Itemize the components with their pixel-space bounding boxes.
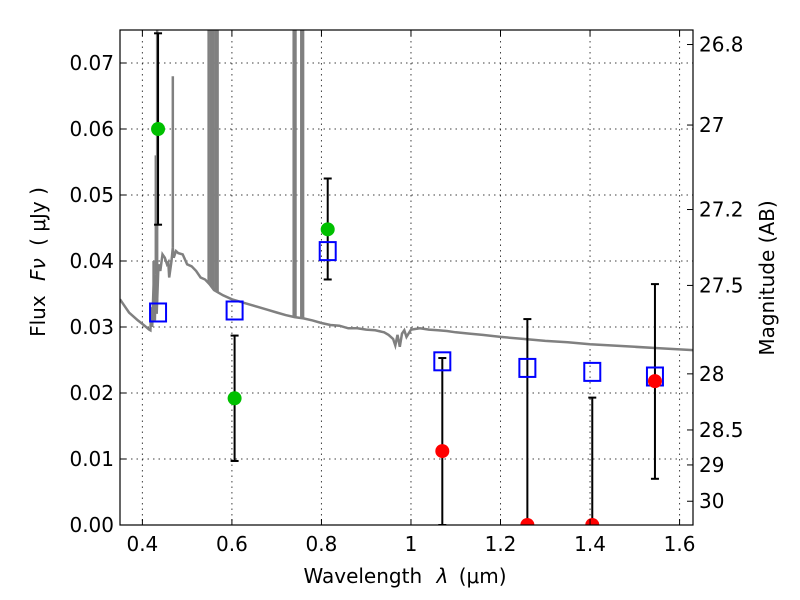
axes-layer xyxy=(119,29,694,526)
y2-tick-label: 26.8 xyxy=(699,33,744,57)
grid-layer xyxy=(120,30,693,526)
model-photometry-marker xyxy=(318,241,337,262)
y-tick-label: 0.07 xyxy=(69,51,114,75)
non-detection-marker xyxy=(520,518,535,525)
x-axis-title: Wavelength λ (μm) xyxy=(303,564,506,588)
model-photometry-marker xyxy=(583,361,602,382)
model-sed-line xyxy=(120,247,693,352)
model-photometry-marker xyxy=(518,357,537,378)
y2-tick-label: 27 xyxy=(699,113,724,137)
y-tick-label: 0.05 xyxy=(69,183,114,207)
y2-tick-label: 30 xyxy=(699,489,724,513)
y-tick-label: 0.04 xyxy=(69,249,114,273)
detection-marker xyxy=(151,122,166,136)
detection-marker xyxy=(320,222,335,237)
plot-frame xyxy=(119,29,694,526)
plot-area xyxy=(120,30,693,525)
model-photometry-marker xyxy=(225,300,244,321)
y-tick-label: 0.06 xyxy=(69,117,114,141)
non-detection-marker xyxy=(435,444,450,459)
x-tick-label: 0.6 xyxy=(216,532,248,556)
model-photometry-marker xyxy=(149,302,168,323)
detection-marker xyxy=(227,391,242,406)
x-tick-label: 0.8 xyxy=(306,532,338,556)
x-tick-label: 1.6 xyxy=(664,532,696,556)
y-tick-label: 0.00 xyxy=(69,513,114,537)
x-tick-label: 0.4 xyxy=(126,532,158,556)
y2-tick-label: 28.5 xyxy=(699,418,744,442)
y-tick-label: 0.01 xyxy=(69,447,114,471)
model-photometry-marker xyxy=(433,351,452,372)
y-tick-label: 0.03 xyxy=(69,315,114,339)
y2-tick-label: 29 xyxy=(699,453,724,477)
plot-layer xyxy=(120,30,693,525)
y2-tick-label: 28 xyxy=(699,362,724,386)
y2-axis-title: Magnitude (AB) xyxy=(755,200,779,355)
y2-tick-label: 27.2 xyxy=(699,198,744,222)
x-tick-label: 1.4 xyxy=(574,532,606,556)
x-tick-label: 1 xyxy=(405,532,418,556)
non-detection-marker xyxy=(647,374,662,389)
x-tick-label: 1.2 xyxy=(485,532,517,556)
y-axis-title: Flux Fν ( μJy ) xyxy=(26,187,50,337)
y-tick-label: 0.02 xyxy=(69,381,114,405)
y2-tick-label: 27.5 xyxy=(699,273,744,297)
non-detection-marker xyxy=(585,518,600,525)
tick-layer: 0.4 0.6 0.8 1 1.2 1.4 1.6 0.00 0.01 0.02 0.03 0.04 0… xyxy=(69,30,744,556)
